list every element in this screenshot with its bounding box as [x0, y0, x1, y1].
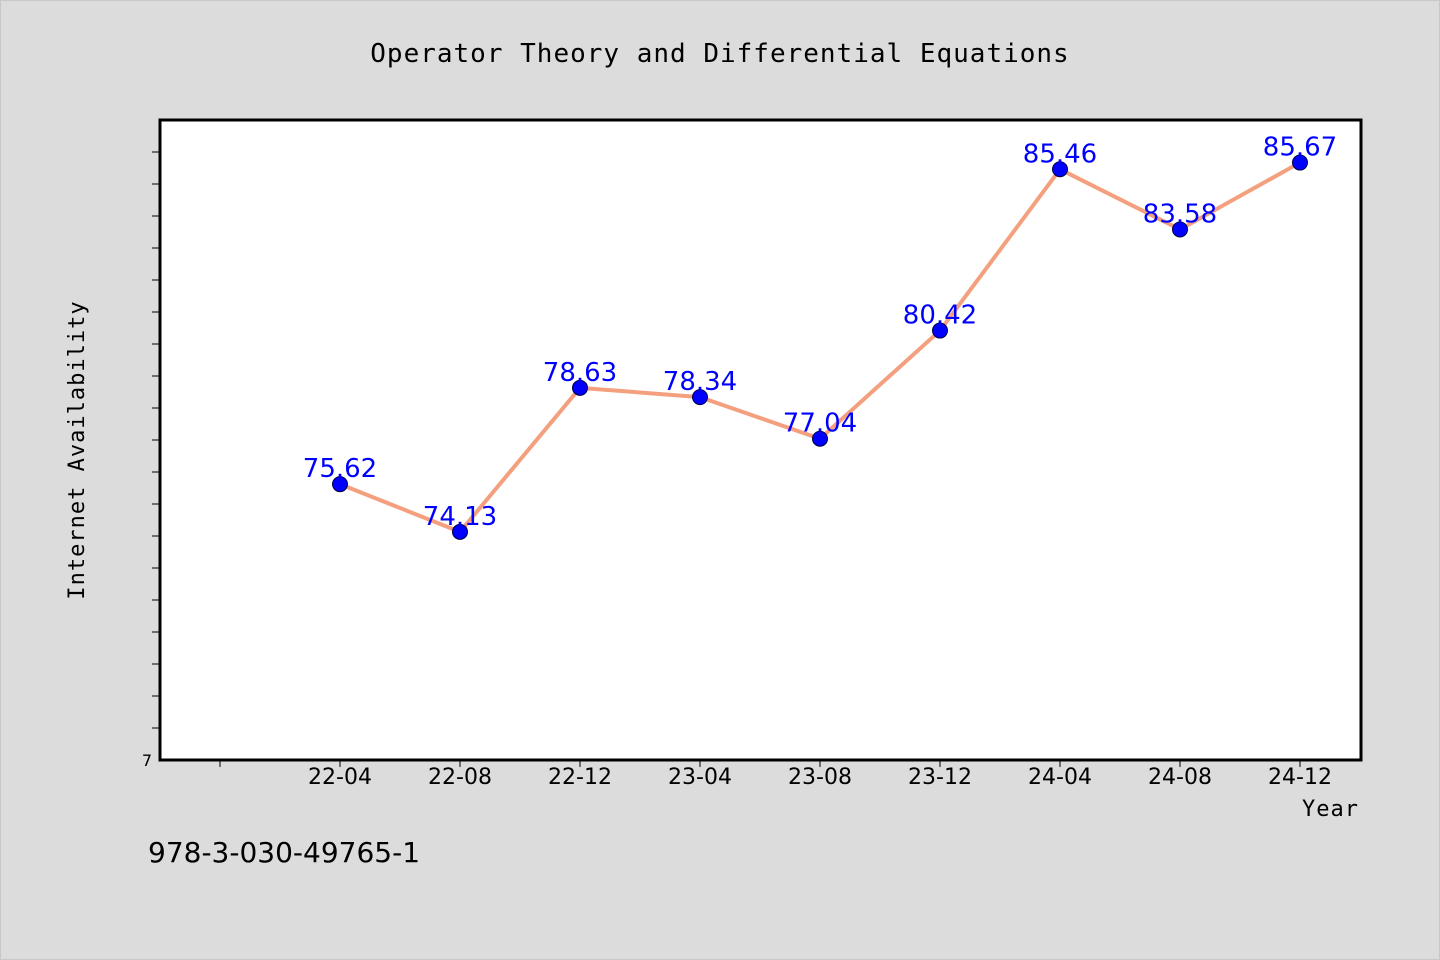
- data-point: [332, 476, 348, 493]
- x-tick-label: 23-12: [908, 765, 972, 790]
- data-label: 80.42: [903, 301, 977, 331]
- x-tick-label: 24-12: [1268, 765, 1332, 790]
- data-label: 83.58: [1143, 199, 1217, 229]
- x-tick-label: 22-12: [548, 765, 612, 790]
- data-point: [1172, 221, 1188, 238]
- data-label: 85.67: [1263, 133, 1337, 163]
- chart-title: Operator Theory and Differential Equatio…: [370, 39, 1069, 69]
- data-point: [692, 389, 708, 406]
- data-point: [932, 322, 948, 339]
- footer-code: 978-3-030-49765-1: [148, 836, 420, 869]
- y-axis-tick-labels: 7: [142, 751, 152, 770]
- x-axis-label: Year: [1302, 797, 1359, 822]
- x-tick-label: 24-04: [1028, 765, 1092, 790]
- x-axis-tick-labels: 22-04 22-08 22-12 23-04 23-08 23-12 24-04 24-08…: [308, 765, 1332, 790]
- x-tick-label: 22-08: [428, 765, 492, 790]
- x-tick-label: 23-04: [668, 765, 732, 790]
- data-point: [1052, 161, 1068, 178]
- data-label: 75.62: [303, 454, 377, 484]
- data-point: [1292, 154, 1308, 171]
- plot-area: [158, 118, 1363, 762]
- y-tick-label: 7: [142, 751, 152, 770]
- series-group: 75.62 74.13 78.63 78.34 77.04 80.42 85.46 83.58…: [303, 133, 1337, 540]
- x-tick-label: 24-08: [1148, 765, 1212, 790]
- data-point: [572, 379, 588, 396]
- x-axis-ticks: [219, 760, 1301, 767]
- data-label: 78.34: [663, 367, 737, 397]
- data-label: 74.13: [423, 502, 497, 532]
- data-point: [812, 430, 828, 447]
- y-axis-label: Internet Availability: [65, 300, 90, 599]
- data-point: [452, 523, 468, 540]
- y-axis-ticks: [152, 151, 160, 729]
- data-label: 78.63: [543, 358, 617, 388]
- x-tick-label: 22-04: [308, 765, 372, 790]
- data-label: 85.46: [1023, 139, 1097, 169]
- data-label: 77.04: [783, 409, 857, 439]
- x-tick-label: 23-08: [788, 765, 852, 790]
